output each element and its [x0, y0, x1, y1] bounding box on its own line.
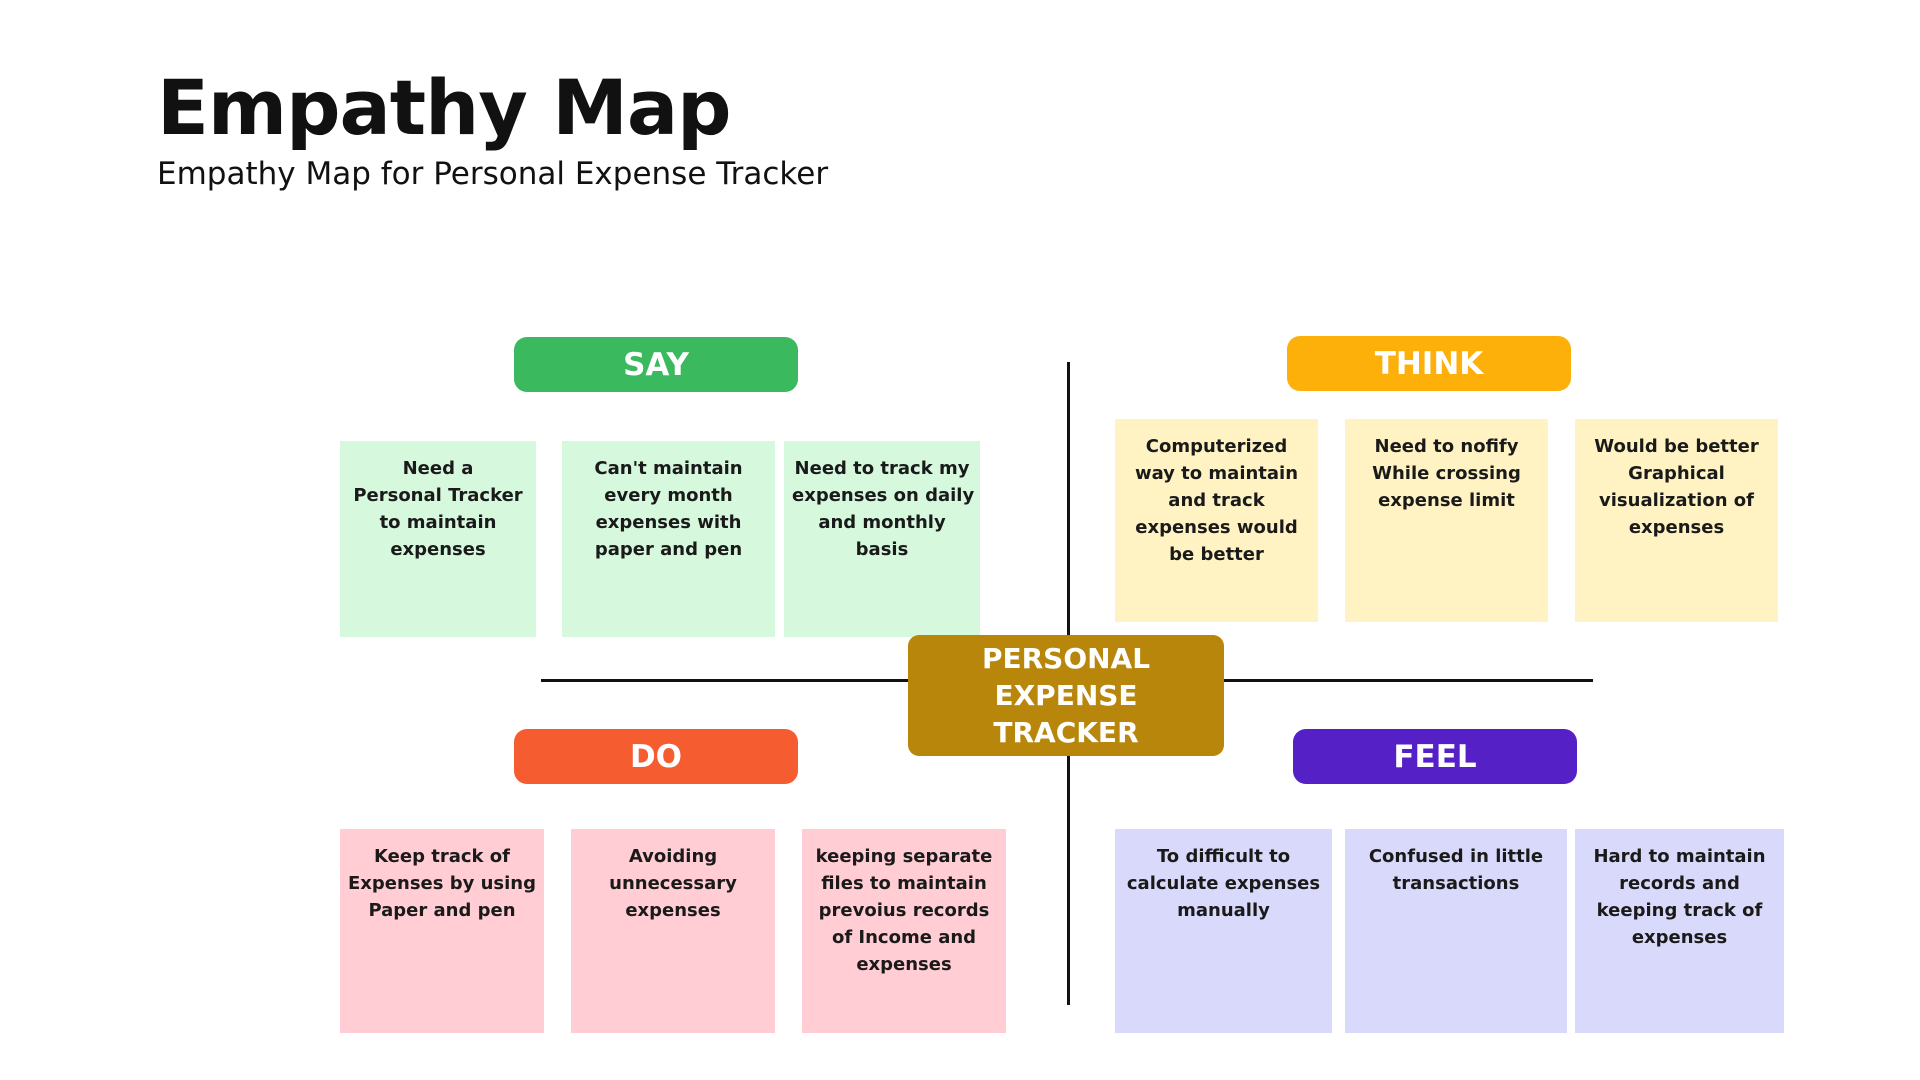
note-text-line: calculate expenses — [1126, 873, 1321, 894]
note-text-line: expenses — [625, 900, 721, 921]
center-topic-line: PERSONAL — [981, 642, 1151, 675]
say-note: Need to track my expenses on daily and m… — [784, 441, 980, 637]
note-text-line: expenses with — [595, 512, 742, 533]
note-text-line: way to maintain — [1134, 463, 1299, 484]
feel-note: Hard to maintain records and keeping tra… — [1575, 829, 1784, 1033]
do-note: Keep track of Expenses by using Paper an… — [340, 829, 544, 1033]
center-topic-line: EXPENSE — [994, 679, 1138, 712]
note-text-line: records and — [1619, 873, 1740, 894]
page-subtitle: Empathy Map for Personal Expense Tracker — [157, 156, 829, 192]
think-note: Need to nofify While crossing expense li… — [1345, 419, 1548, 622]
note-text-line: Computerized — [1145, 436, 1288, 457]
note-text-line: Would be better — [1594, 436, 1759, 457]
do-note: Avoiding unnecessary expenses — [571, 829, 775, 1033]
feel-note: Confused in little transactions — [1345, 829, 1567, 1033]
note-text-line: basis — [855, 539, 909, 560]
note-text-line: Keep track of — [374, 846, 510, 867]
note-text-line: be better — [1169, 544, 1264, 565]
note-text-line: prevoius records — [818, 900, 990, 921]
note-text-line: expense limit — [1378, 490, 1515, 511]
think-header: THINK — [1287, 336, 1571, 391]
note-text-line: Need to track my — [794, 458, 970, 479]
note-text-line: expenses — [390, 539, 486, 560]
center-topic-line: TRACKER — [993, 716, 1139, 749]
note-text-line: expenses on daily — [792, 485, 975, 506]
note-text-line: To difficult to — [1156, 846, 1291, 867]
say-note: Can't maintain every month expenses with… — [562, 441, 775, 637]
note-text-line: Personal Tracker — [353, 485, 523, 506]
note-text-line: keeping separate — [815, 846, 993, 867]
note-text-line: Need to nofify — [1374, 436, 1519, 457]
note-text-line: expenses — [856, 954, 952, 975]
note-text-line: keeping track of — [1596, 900, 1763, 921]
note-text-line: Can't maintain — [594, 458, 743, 479]
think-note: Would be better Graphical visualization … — [1575, 419, 1778, 622]
center-topic-box: PERSONAL EXPENSE TRACKER — [908, 635, 1224, 756]
feel-header: FEEL — [1293, 729, 1577, 784]
think-note: Computerized way to maintain and track e… — [1115, 419, 1318, 622]
note-text-line: Avoiding — [628, 846, 718, 867]
note-text-line: and track — [1168, 490, 1265, 511]
note-text-line: files to maintain — [821, 873, 987, 894]
note-text-line: Confused in little — [1368, 846, 1544, 867]
note-text-line: expenses would — [1135, 517, 1298, 538]
note-text-line: manually — [1177, 900, 1270, 921]
note-text-line: of Income and — [831, 927, 977, 948]
note-text-line: paper and pen — [594, 539, 743, 560]
note-text-line: transactions — [1392, 873, 1520, 894]
note-text-line: unnecessary — [609, 873, 737, 894]
note-text-line: Paper and pen — [368, 900, 516, 921]
note-text-line: every month — [604, 485, 733, 506]
note-text-line: visualization of — [1599, 490, 1754, 511]
say-header: SAY — [514, 337, 798, 392]
note-text-line: Graphical — [1628, 463, 1725, 484]
do-header: DO — [514, 729, 798, 784]
page-title: Empathy Map — [157, 63, 732, 152]
do-note: keeping separate files to maintain prevo… — [802, 829, 1006, 1033]
say-note: Need a Personal Tracker to maintain expe… — [340, 441, 536, 637]
feel-note: To difficult to calculate expenses manua… — [1115, 829, 1332, 1033]
note-text-line: Need a — [402, 458, 474, 479]
note-text-line: expenses — [1628, 517, 1725, 538]
note-text-line: expenses — [1631, 927, 1728, 948]
note-text-line: While crossing — [1372, 463, 1521, 484]
note-text-line: and monthly — [818, 512, 946, 533]
note-text-line: Hard to maintain — [1593, 846, 1766, 867]
note-text-line: Expenses by using — [348, 873, 536, 894]
note-text-line: to maintain — [379, 512, 497, 533]
